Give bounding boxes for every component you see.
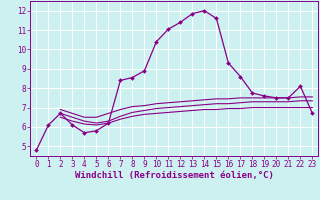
X-axis label: Windchill (Refroidissement éolien,°C): Windchill (Refroidissement éolien,°C): [75, 171, 274, 180]
